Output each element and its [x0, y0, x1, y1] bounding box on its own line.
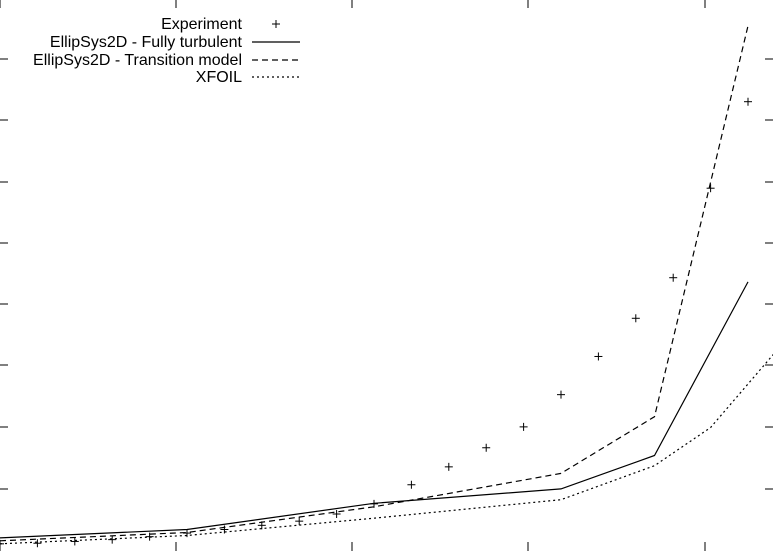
legend-label-2: EllipSys2D - Transition model [33, 52, 242, 69]
experiment-point [332, 509, 341, 518]
series-line-3 [0, 353, 773, 545]
legend-label-1: EllipSys2D - Fully turbulent [50, 34, 243, 51]
experiment-point [145, 532, 154, 541]
plot-area [0, 25, 773, 548]
experiment-point [744, 97, 752, 106]
series-line-1 [0, 281, 749, 539]
legend-marker-0 [272, 20, 280, 28]
experiment-point [33, 539, 42, 548]
legend-label-3: XFOIL [196, 69, 242, 86]
experiment-point [295, 517, 304, 526]
experiment-point [706, 184, 715, 193]
experiment-point [407, 480, 416, 489]
series-line-2 [0, 25, 749, 542]
legend-label-0: Experiment [161, 16, 242, 33]
experiment-point [482, 443, 491, 452]
experiment-point [594, 352, 603, 361]
experiment-point [108, 535, 117, 544]
experiment-point [557, 390, 565, 399]
experiment-point [0, 539, 4, 548]
experiment-point [669, 273, 678, 282]
experiment-point [519, 422, 528, 431]
experiment-point [444, 462, 453, 471]
experiment-point [631, 314, 640, 323]
experiment-point [70, 537, 79, 546]
